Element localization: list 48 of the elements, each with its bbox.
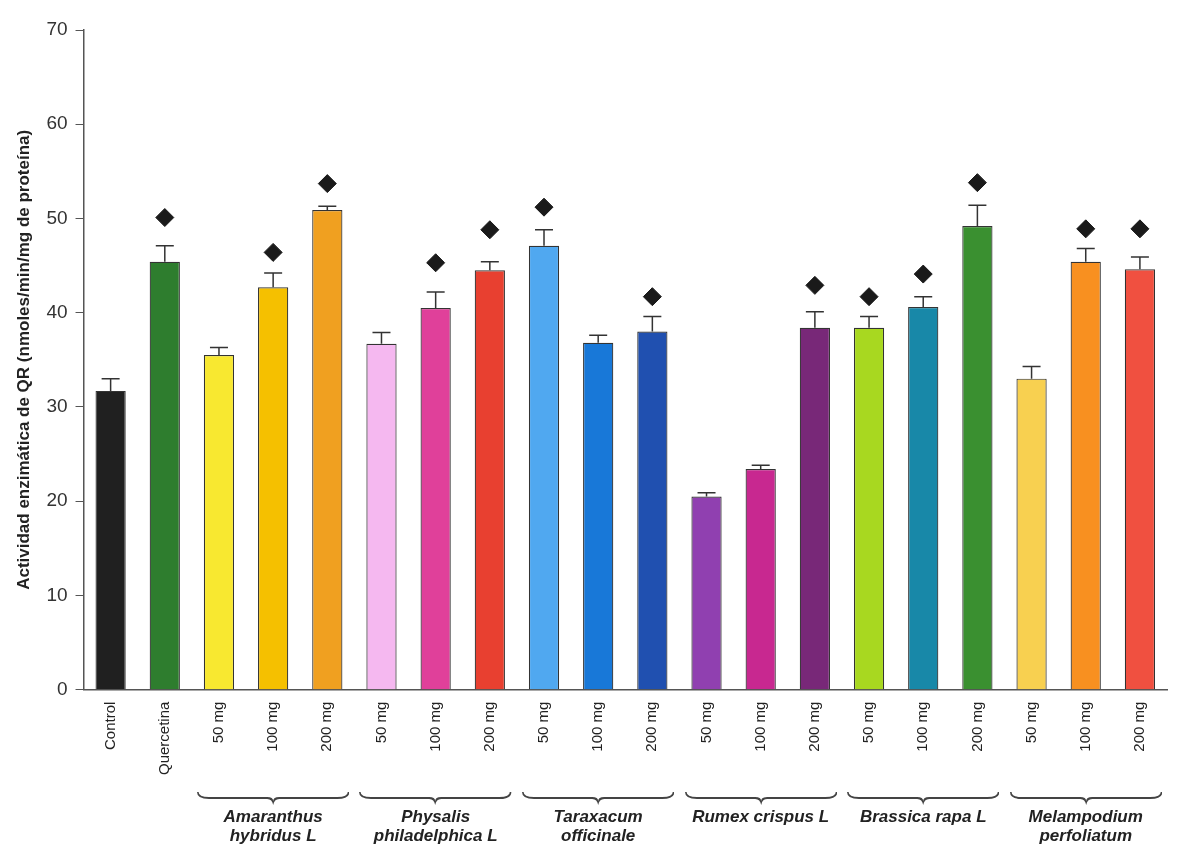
x-tick-label: 200 mg — [317, 701, 335, 752]
point — [859, 287, 879, 307]
x-tick-label: 200 mg — [967, 701, 985, 752]
y-tick-label: 50 — [46, 206, 68, 228]
x-tick-label: 100 mg — [750, 701, 768, 752]
x-tick-label: 50 mg — [1021, 701, 1039, 744]
text: Brassica rapa L — [858, 807, 988, 826]
y-tick-label: 10 — [46, 583, 68, 605]
x-tick-label: 200 mg — [642, 701, 660, 752]
x-tick-label: Quercetina — [154, 700, 172, 775]
point — [534, 197, 554, 217]
x-tick-label: 50 mg — [859, 701, 877, 744]
text: Rumex crispus L — [691, 807, 831, 826]
y-tick-label: 60 — [46, 112, 68, 134]
x-tick-label: 100 mg — [913, 701, 931, 752]
y-tick-label: 40 — [46, 300, 68, 322]
x-tick-label: 200 mg — [1130, 701, 1148, 752]
x-tick-label: 50 mg — [209, 701, 227, 744]
y-axis-title: Actividad enzimática de QR (nmoles/min/mg de proteína) — [13, 129, 33, 590]
x-tick-label: 200 mg — [479, 701, 497, 752]
point — [1130, 219, 1150, 239]
y-tick-label: 30 — [46, 395, 68, 417]
x-tick-label: 50 mg — [696, 701, 714, 744]
text: Amaranthus hybridus L — [222, 807, 324, 845]
x-tick-label: 100 mg — [1075, 701, 1093, 752]
point — [480, 220, 500, 240]
point — [913, 264, 933, 284]
point — [426, 253, 446, 273]
point — [967, 173, 987, 193]
x-tick-label: 100 mg — [588, 701, 606, 752]
point — [155, 208, 175, 228]
y-tick-label: 70 — [46, 18, 68, 40]
text: Melampodium perfoliatum — [1027, 807, 1144, 845]
x-tick-label: 50 mg — [534, 701, 552, 744]
y-tick-label: 0 — [56, 677, 68, 699]
point — [263, 242, 283, 262]
point — [805, 275, 825, 295]
point — [642, 287, 662, 307]
x-tick-label: 200 mg — [805, 701, 823, 752]
text: Taraxacum officinale — [552, 807, 644, 845]
x-tick-label: 50 mg — [371, 701, 389, 744]
x-tick-label: 100 mg — [425, 701, 443, 752]
y-tick-label: 20 — [46, 489, 68, 511]
point — [317, 174, 337, 194]
x-tick-label: 100 mg — [263, 701, 281, 752]
text: Physalis philadelphica L — [372, 807, 499, 845]
point — [1076, 219, 1096, 239]
x-tick-label: Control — [100, 701, 118, 750]
